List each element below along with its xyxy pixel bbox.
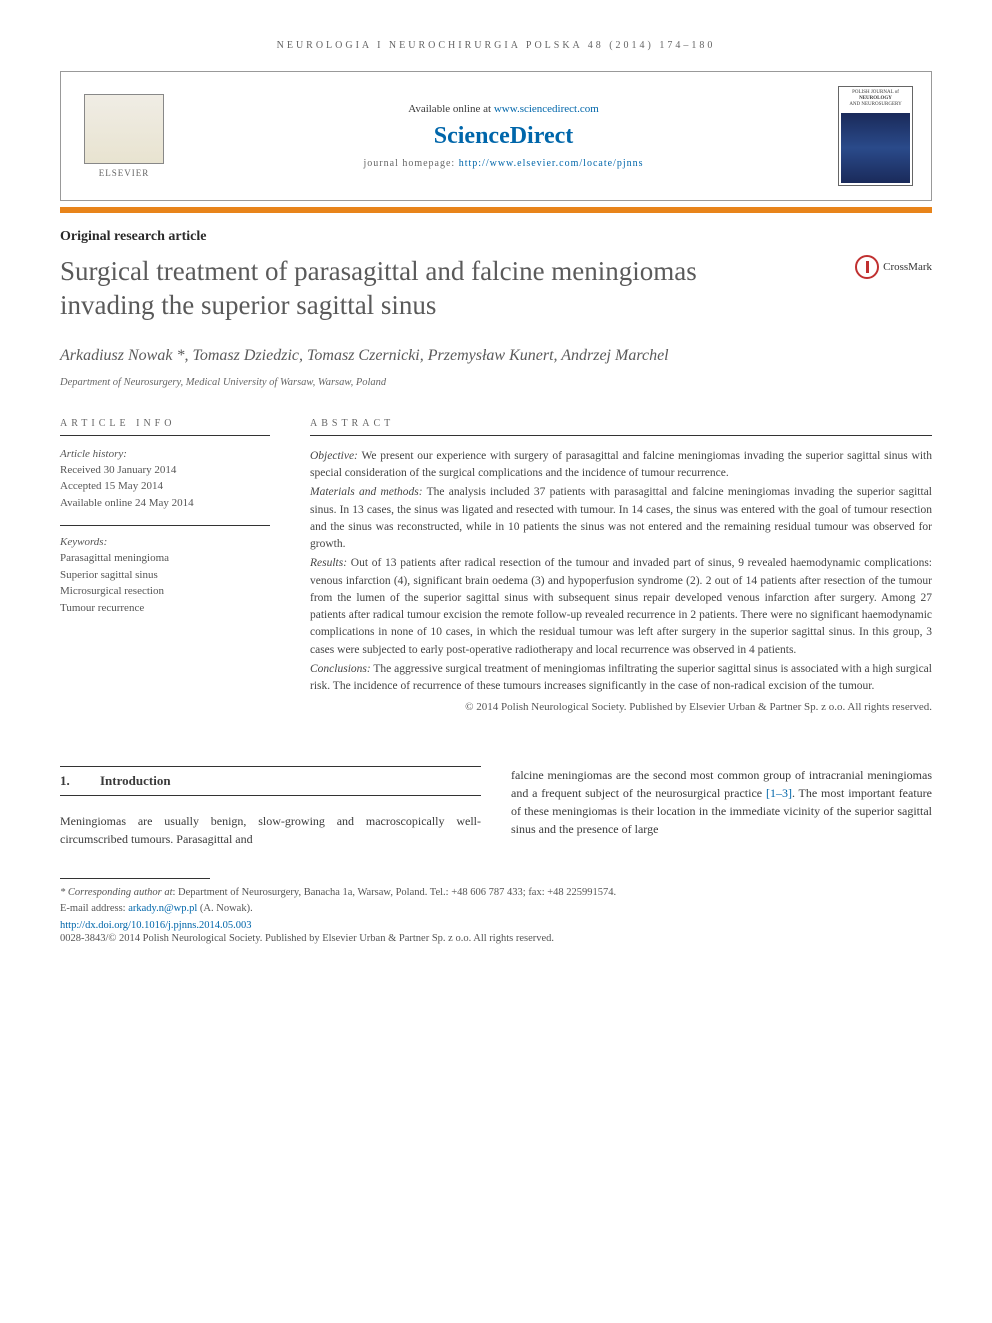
results-label: Results: bbox=[310, 557, 347, 569]
authors-list: Arkadiusz Nowak *, Tomasz Dziedzic, Toma… bbox=[60, 345, 932, 367]
cover-image bbox=[841, 113, 910, 183]
issn-line: 0028-3843/© 2014 Polish Neurological Soc… bbox=[60, 933, 932, 944]
email-suffix: (A. Nowak). bbox=[197, 903, 252, 914]
available-online-text: Available online at www.sciencedirect.co… bbox=[169, 103, 838, 115]
body-right-column: falcine meningiomas are the second most … bbox=[511, 766, 932, 848]
crossmark-label: CrossMark bbox=[883, 261, 932, 273]
body-left-column: 1.Introduction Meningiomas are usually b… bbox=[60, 766, 481, 848]
corr-label: * Corresponding author at bbox=[60, 887, 173, 898]
ref-link-1-3[interactable]: [1–3] bbox=[766, 786, 792, 800]
crossmark-badge[interactable]: CrossMark bbox=[855, 255, 932, 279]
cover-title: POLISH JOURNAL of NEUROLOGY AND NEUROSUR… bbox=[839, 87, 912, 111]
objective-text: We present our experience with surgery o… bbox=[310, 450, 932, 479]
history-online: Available online 24 May 2014 bbox=[60, 495, 270, 512]
sciencedirect-link[interactable]: www.sciencedirect.com bbox=[494, 103, 599, 115]
homepage-link[interactable]: http://www.elsevier.com/locate/pjnns bbox=[459, 158, 644, 169]
elsevier-tree-icon bbox=[84, 94, 164, 164]
conclusions-label: Conclusions: bbox=[310, 663, 371, 675]
article-title: Surgical treatment of parasagittal and f… bbox=[60, 255, 780, 323]
elsevier-logo: ELSEVIER bbox=[79, 86, 169, 186]
keyword-0: Parasagittal meningioma bbox=[60, 550, 270, 567]
keywords-head: Keywords: bbox=[60, 536, 270, 548]
article-info-label: ARTICLE INFO bbox=[60, 418, 270, 436]
affiliation: Department of Neurosurgery, Medical Univ… bbox=[60, 377, 932, 388]
doi-link[interactable]: http://dx.doi.org/10.1016/j.pjnns.2014.0… bbox=[60, 920, 251, 931]
elsevier-label: ELSEVIER bbox=[99, 168, 150, 178]
title-row: Surgical treatment of parasagittal and f… bbox=[60, 255, 932, 323]
orange-accent-bar bbox=[60, 207, 932, 213]
history-head: Article history: bbox=[60, 448, 270, 460]
keyword-1: Superior sagittal sinus bbox=[60, 567, 270, 584]
header-center: Available online at www.sciencedirect.co… bbox=[169, 103, 838, 169]
history-accepted: Accepted 15 May 2014 bbox=[60, 478, 270, 495]
homepage-label: journal homepage: bbox=[364, 158, 459, 169]
footer-divider bbox=[60, 878, 210, 879]
article-type: Original research article bbox=[60, 229, 932, 245]
objective-label: Objective: bbox=[310, 450, 358, 462]
abstract-text: Objective: We present our experience wit… bbox=[310, 448, 932, 716]
section-1-title: Introduction bbox=[100, 773, 171, 788]
section-1-num: 1. bbox=[60, 773, 100, 789]
abstract-copyright: © 2014 Polish Neurological Society. Publ… bbox=[310, 699, 932, 716]
intro-left-text: Meningiomas are usually benign, slow-gro… bbox=[60, 812, 481, 848]
corresponding-author: * Corresponding author at: Department of… bbox=[60, 885, 932, 917]
email-link[interactable]: arkady.n@wp.pl bbox=[128, 903, 197, 914]
homepage-text: journal homepage: http://www.elsevier.co… bbox=[169, 158, 838, 169]
header-box: ELSEVIER Available online at www.science… bbox=[60, 71, 932, 201]
corr-text: : Department of Neurosurgery, Banacha 1a… bbox=[173, 887, 617, 898]
sciencedirect-brand: ScienceDirect bbox=[169, 123, 838, 150]
history-received: Received 30 January 2014 bbox=[60, 462, 270, 479]
conclusions-text: The aggressive surgical treatment of men… bbox=[310, 663, 932, 692]
abstract-column: ABSTRACT Objective: We present our exper… bbox=[310, 418, 932, 716]
keyword-2: Microsurgical resection bbox=[60, 583, 270, 600]
journal-cover: POLISH JOURNAL of NEUROLOGY AND NEUROSUR… bbox=[838, 86, 913, 186]
info-divider bbox=[60, 525, 270, 526]
cover-line3: AND NEUROSURGERY bbox=[841, 102, 910, 108]
available-label: Available online at bbox=[408, 103, 494, 115]
info-abstract-row: ARTICLE INFO Article history: Received 3… bbox=[60, 418, 932, 716]
section-1-heading: 1.Introduction bbox=[60, 766, 481, 796]
email-label: E-mail address: bbox=[60, 903, 128, 914]
journal-reference: NEUROLOGIA I NEUROCHIRURGIA POLSKA 48 (2… bbox=[60, 40, 932, 51]
abstract-label: ABSTRACT bbox=[310, 418, 932, 436]
crossmark-icon bbox=[855, 255, 879, 279]
article-info-column: ARTICLE INFO Article history: Received 3… bbox=[60, 418, 270, 716]
body-row: 1.Introduction Meningiomas are usually b… bbox=[60, 766, 932, 848]
keyword-3: Tumour recurrence bbox=[60, 600, 270, 617]
intro-right-text: falcine meningiomas are the second most … bbox=[511, 766, 932, 838]
results-text: Out of 13 patients after radical resecti… bbox=[310, 557, 932, 655]
methods-label: Materials and methods: bbox=[310, 486, 423, 498]
doi-line: http://dx.doi.org/10.1016/j.pjnns.2014.0… bbox=[60, 920, 932, 931]
